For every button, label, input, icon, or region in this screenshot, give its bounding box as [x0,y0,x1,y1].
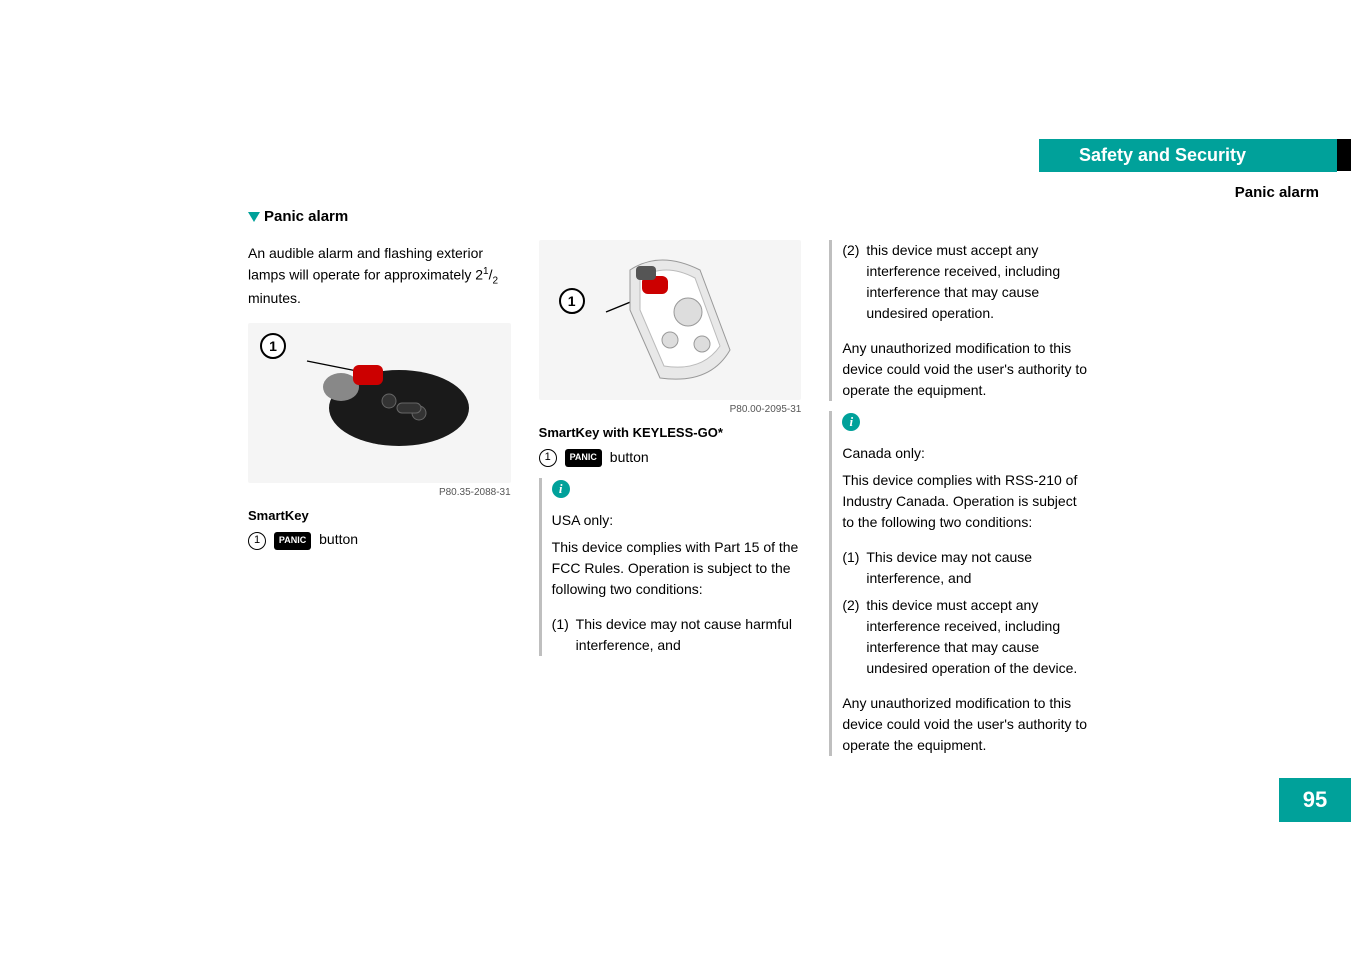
smartkey-illustration [279,343,479,463]
cond1-num: (1) [552,614,576,656]
canada-cond-1: (1) This device may not cause interferen… [842,547,1092,589]
canada-note-body: This device complies with RSS-210 of Ind… [842,470,1092,533]
panic-badge-2: PANIC [565,449,602,467]
callout-line-2: 1 PANIC button [539,447,802,468]
heading-text: Panic alarm [264,208,348,225]
canada-region-label: Canada only: [842,443,1092,464]
chapter-header: Safety and Security [1039,139,1351,171]
canada-conditions: (1) This device may not cause interferen… [842,547,1092,679]
usa-tail: Any unauthorized modification to this de… [842,338,1092,401]
canada-note-block: i Canada only: This device complies with… [829,411,1092,756]
usa-note-body: This device complies with Part 15 of the… [552,537,802,600]
callout-line-1: 1 PANIC button [248,529,511,550]
figure-ref-2: P80.00-2095-31 [539,402,802,417]
triangle-icon [248,212,260,222]
content-columns: Panic alarm An audible alarm and flashin… [248,206,1092,766]
callout-text-2: button [610,449,649,465]
keyless-go-illustration [570,250,770,390]
keyless-go-figure: 1 [539,240,802,400]
panic-alarm-heading: Panic alarm [248,206,511,229]
canada-cond-2: (2) this device must accept any interfer… [842,595,1092,679]
usa-note-block: i USA only: This device complies with Pa… [539,478,802,656]
figure-caption-2: SmartKey with KEYLESS-GO* [539,423,802,443]
panic-badge-1: PANIC [274,532,311,550]
usa-region-label: USA only: [552,510,802,531]
cond2-text: this device must accept any interference… [866,240,1092,324]
usa-conditions: (1) This device may not cause harmful in… [552,614,802,656]
chapter-title: Safety and Security [1039,139,1337,172]
cond1-text: This device may not cause harmful interf… [576,614,802,656]
usa-note-block-cont: (2) this device must accept any interfer… [829,240,1092,401]
smartkey-figure: 1 [248,323,511,483]
c2-cond1-text: This device may not cause interference, … [866,547,1092,589]
intro-paragraph: An audible alarm and flashing exterior l… [248,243,511,309]
callout-number-1: 1 [248,532,266,550]
info-icon: i [842,413,860,431]
cond2-num: (2) [842,240,866,324]
header-cap [1337,139,1351,171]
canada-tail: Any unauthorized modification to this de… [842,693,1092,756]
usa-cond-2: (2) this device must accept any interfer… [842,240,1092,324]
callout-text-1: button [319,531,358,547]
page-number: 95 [1279,778,1351,822]
figure-caption-1: SmartKey [248,506,511,526]
usa-conditions-cont: (2) this device must accept any interfer… [842,240,1092,324]
callout-number-2: 1 [539,449,557,467]
section-title-top: Panic alarm [1235,184,1319,201]
info-icon: i [552,480,570,498]
c2-cond2-num: (2) [842,595,866,679]
c2-cond1-num: (1) [842,547,866,589]
column-1: Panic alarm An audible alarm and flashin… [248,206,511,766]
c2-cond2-text: this device must accept any interference… [866,595,1092,679]
usa-cond-1: (1) This device may not cause harmful in… [552,614,802,656]
figure-ref-1: P80.35-2088-31 [248,485,511,500]
column-3: (2) this device must accept any interfer… [829,206,1092,766]
column-2: 1 P80.00-2095-31 SmartKey with KEYLESS-G… [539,206,802,766]
